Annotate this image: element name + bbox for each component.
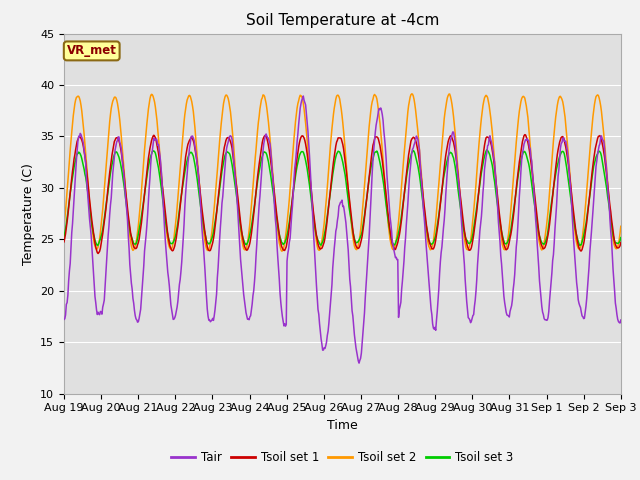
Line: Tsoil set 2: Tsoil set 2: [64, 94, 621, 251]
Tair: [127, 280, 135, 286]
Tsoil set 3: [128, 236, 136, 241]
Tsoil set 2: [412, 107, 419, 113]
Tair: [428, 312, 436, 317]
Tsoil set 2: [214, 168, 221, 174]
Tair: [184, 161, 192, 167]
Tsoil set 3: [483, 147, 491, 153]
Tsoil set 2: [127, 243, 135, 249]
Tsoil set 2: [617, 223, 625, 229]
Line: Tsoil set 1: Tsoil set 1: [64, 135, 621, 253]
Tsoil set 2: [408, 91, 415, 97]
Line: Tair: Tair: [64, 96, 621, 363]
Tsoil set 3: [70, 164, 78, 170]
Tair: [60, 316, 68, 322]
Tair: [355, 360, 363, 366]
Tair: [70, 196, 78, 202]
Tsoil set 1: [411, 136, 419, 142]
Tair: [617, 317, 625, 323]
Tsoil set 1: [214, 196, 222, 202]
Text: VR_met: VR_met: [67, 44, 116, 58]
Tsoil set 3: [93, 242, 101, 248]
Tsoil set 2: [278, 248, 285, 254]
Tsoil set 3: [428, 241, 435, 247]
Tsoil set 3: [185, 153, 193, 158]
Tsoil set 3: [60, 234, 68, 240]
Tsoil set 2: [70, 107, 78, 112]
Tsoil set 1: [185, 139, 193, 145]
Tsoil set 2: [60, 224, 68, 230]
Tsoil set 1: [128, 238, 136, 244]
Tsoil set 1: [70, 156, 78, 162]
X-axis label: Time: Time: [327, 419, 358, 432]
Tsoil set 3: [411, 150, 419, 156]
Tsoil set 3: [214, 198, 222, 204]
Tair: [214, 275, 221, 281]
Line: Tsoil set 3: Tsoil set 3: [64, 150, 621, 245]
Tsoil set 3: [617, 235, 625, 240]
Legend: Tair, Tsoil set 1, Tsoil set 2, Tsoil set 3: Tair, Tsoil set 1, Tsoil set 2, Tsoil se…: [166, 446, 518, 469]
Tsoil set 2: [184, 95, 192, 101]
Tair: [300, 93, 307, 99]
Tsoil set 1: [94, 251, 102, 256]
Y-axis label: Temperature (C): Temperature (C): [22, 163, 35, 264]
Tsoil set 1: [617, 240, 625, 245]
Tsoil set 1: [60, 239, 68, 245]
Tsoil set 1: [521, 132, 529, 138]
Tair: [412, 137, 419, 143]
Tsoil set 2: [428, 244, 436, 250]
Title: Soil Temperature at -4cm: Soil Temperature at -4cm: [246, 13, 439, 28]
Tsoil set 1: [428, 244, 435, 250]
